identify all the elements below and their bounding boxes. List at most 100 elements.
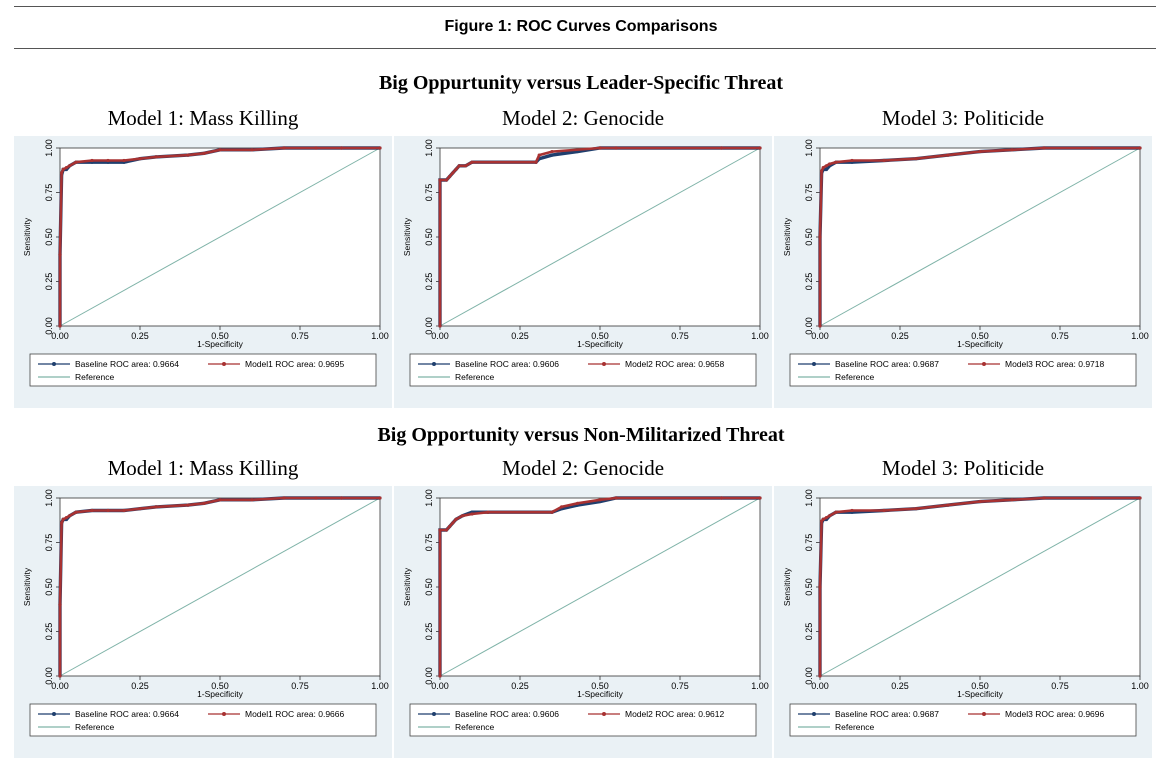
roc-panel-6: Model 3: Politicide 0.00 0.25 0.50 0.75 1.00…: [774, 456, 1152, 758]
y-axis-label: Sensitivity: [22, 217, 32, 256]
legend-model-label: Model1 ROC area: 0.9695: [245, 359, 344, 369]
model-point: [90, 508, 94, 513]
roc-chart-1: 0.00 0.25 0.50 0.75 1.00 0.00 0.25 0.50 0.75 1.00…: [14, 136, 392, 408]
y-tick-label: 0.50: [424, 228, 434, 246]
legend-box: [789, 703, 1137, 737]
legend-baseline-label: Baseline ROC area: 0.9664: [75, 359, 179, 369]
model-point: [1042, 146, 1046, 150]
x-tick-label: 0.25: [891, 331, 909, 341]
x-tick-label: 0.00: [51, 331, 69, 341]
panel-title: Model 1: Mass Killing: [107, 106, 299, 130]
model-point: [946, 503, 950, 507]
model-point: [58, 603, 62, 607]
legend-baseline-marker: [432, 362, 436, 366]
model-point: [61, 517, 65, 521]
model-point: [58, 324, 62, 328]
top-rule: [14, 6, 1156, 7]
x-tick-label: 0.75: [291, 331, 309, 341]
model-point: [486, 510, 490, 514]
y-tick-label: 0.00: [424, 317, 434, 335]
x-axis-label: 1-Specificity: [197, 689, 244, 699]
reference-line: [59, 497, 381, 677]
y-tick-label: 0.50: [44, 228, 54, 246]
x-tick-label: 0.00: [431, 681, 449, 691]
legend-baseline-label: Baseline ROC area: 0.9606: [455, 709, 559, 719]
x-axis-label: 1-Specificity: [957, 689, 1004, 699]
legend-reference-label: Reference: [75, 722, 114, 732]
model-roc-curve: [438, 146, 760, 326]
legend-baseline-marker: [812, 362, 816, 366]
x-tick-label: 0.50: [591, 681, 609, 691]
model-point: [914, 507, 918, 511]
figure-title: Figure 1: ROC Curves Comparisons: [444, 18, 718, 35]
legend-model-label: Model1 ROC area: 0.9666: [245, 709, 344, 719]
model-point: [68, 164, 72, 168]
x-tick-label: 0.75: [1051, 681, 1069, 691]
model-point: [946, 153, 950, 157]
section-title-non-militarized: Big Opportunity versus Non-Militarized T…: [377, 424, 785, 446]
x-tick-label: 1.00: [1131, 331, 1149, 341]
model-point: [454, 517, 458, 521]
x-axis-label: 1-Specificity: [197, 339, 244, 349]
model-point: [470, 160, 474, 164]
model-point: [451, 171, 455, 175]
x-tick-label: 0.50: [211, 681, 229, 691]
legend-baseline-marker: [432, 712, 436, 716]
reference-line: [59, 147, 381, 327]
panel-title: Model 2: Genocide: [501, 106, 665, 130]
x-tick-label: 0.50: [971, 681, 989, 691]
model-point: [598, 146, 602, 150]
y-tick-label: 0.50: [804, 228, 814, 246]
model-point: [378, 146, 382, 150]
model-point: [470, 512, 474, 516]
model-point: [60, 521, 64, 525]
model-point: [340, 146, 344, 150]
y-tick-label: 1.00: [804, 489, 814, 507]
y-tick-label: 0.75: [804, 534, 814, 552]
model-point: [882, 508, 886, 513]
model-point: [282, 496, 286, 500]
model-point: [64, 165, 68, 170]
model-roc-curve: [438, 496, 760, 676]
model-point: [834, 510, 838, 514]
reference-line: [439, 147, 761, 327]
legend-box: [409, 353, 757, 387]
y-tick-label: 1.00: [424, 489, 434, 507]
y-tick-label: 0.75: [44, 184, 54, 202]
legend-baseline-label: Baseline ROC area: 0.9606: [455, 359, 559, 369]
model-point: [614, 146, 618, 150]
x-tick-label: 0.50: [591, 331, 609, 341]
x-axis-label: 1-Specificity: [577, 689, 624, 699]
model-point: [250, 148, 254, 152]
x-tick-label: 0.75: [671, 331, 689, 341]
x-tick-label: 1.00: [751, 681, 769, 691]
model-point: [186, 503, 190, 507]
model-point: [720, 496, 724, 500]
legend-model-marker: [602, 362, 606, 366]
model-point: [61, 167, 65, 171]
x-tick-label: 0.75: [291, 681, 309, 691]
model-point: [74, 160, 78, 164]
model-point: [314, 496, 318, 500]
model-point: [818, 585, 822, 589]
model-point: [758, 496, 762, 500]
y-axis-label: Sensitivity: [782, 567, 792, 606]
y-tick-label: 0.50: [44, 578, 54, 596]
model-point: [882, 158, 886, 163]
model-point: [106, 158, 110, 163]
model-point: [438, 324, 442, 328]
model-point: [834, 160, 838, 164]
model-point: [250, 498, 254, 502]
y-axis-label: Sensitivity: [402, 217, 412, 256]
model-point: [314, 146, 318, 150]
y-tick-label: 0.75: [424, 184, 434, 202]
baseline-point: [824, 167, 828, 171]
model-point: [90, 158, 94, 163]
model-point: [448, 174, 452, 179]
model-point: [74, 510, 78, 514]
model-point: [560, 505, 564, 509]
model-point: [106, 508, 110, 513]
model-point: [824, 164, 828, 168]
panel-title: Model 3: Politicide: [881, 456, 1045, 480]
model-point: [576, 501, 580, 505]
